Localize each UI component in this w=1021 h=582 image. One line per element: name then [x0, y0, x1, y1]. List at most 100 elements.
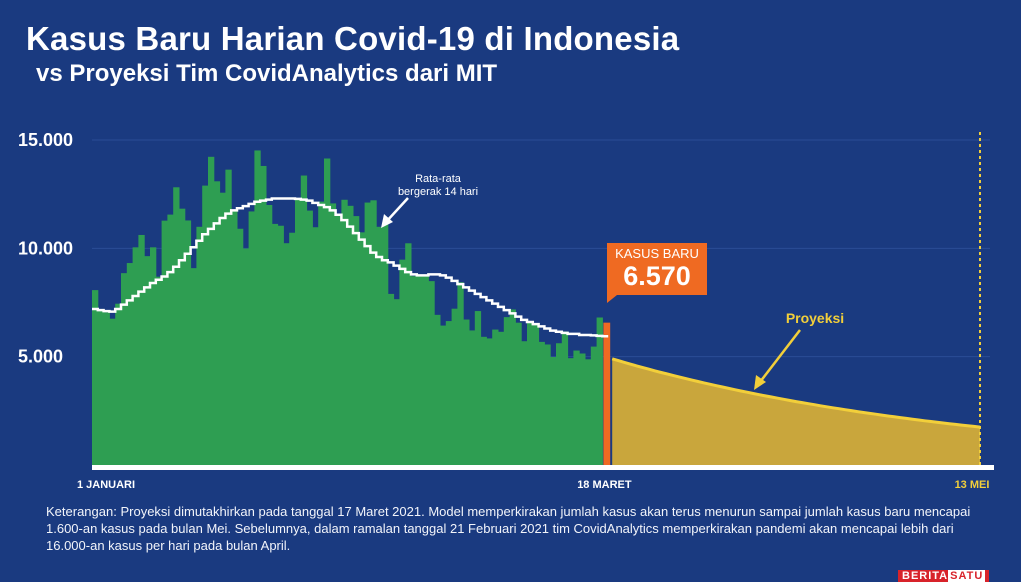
daily-bar [92, 290, 99, 465]
daily-bar [225, 169, 232, 465]
projection-arrow [759, 329, 801, 383]
x-label-start: 1 JANUARI [77, 479, 135, 491]
daily-bar [521, 341, 528, 465]
daily-bar [155, 276, 163, 465]
daily-bar [335, 215, 342, 465]
daily-bar [341, 199, 348, 466]
daily-bar [474, 311, 482, 465]
daily-bar [538, 341, 545, 465]
moving-average-line [92, 197, 609, 338]
daily-bar [184, 220, 192, 465]
logo-part-2: SATU [948, 570, 986, 582]
highlight-pointer [607, 295, 617, 303]
daily-bar [358, 232, 366, 465]
footnote: Keterangan: Proyeksi dimutakhirkan pada … [46, 503, 976, 554]
highlight-box [607, 243, 707, 295]
projection-arrowhead [754, 375, 766, 390]
y-tick-label: 15.000 [18, 130, 73, 150]
daily-bar [347, 205, 354, 465]
footnote-text: Proyeksi dimutakhirkan pada tanggal 17 M… [46, 504, 971, 553]
daily-bar [324, 158, 331, 465]
daily-bar [248, 211, 255, 465]
daily-bar [364, 202, 371, 465]
daily-bar [260, 165, 267, 465]
daily-bar [596, 317, 603, 465]
daily-bar [492, 329, 499, 465]
daily-bar [312, 227, 319, 465]
daily-bar [451, 308, 458, 465]
projection-area [611, 132, 981, 465]
daily-bar [445, 321, 453, 465]
daily-bar [527, 321, 534, 465]
daily-bar [469, 330, 476, 465]
daily-bar [503, 317, 511, 465]
daily-bar [416, 274, 424, 465]
daily-bar [97, 308, 105, 465]
daily-bar [486, 338, 493, 465]
daily-bar [242, 248, 250, 465]
moving-average-label: Rata-rata [415, 173, 462, 185]
chart-subtitle: vs Proyeksi Tim CovidAnalytics dari MIT [36, 60, 498, 87]
daily-bar [556, 343, 563, 465]
daily-bar [300, 175, 308, 466]
daily-bar [179, 208, 186, 465]
daily-bar [590, 346, 598, 465]
daily-bar [382, 224, 389, 465]
x-axis-line [92, 465, 994, 470]
daily-bar [109, 318, 116, 465]
daily-bar [115, 303, 122, 465]
highlight-value: 6.570 [623, 261, 691, 291]
y-tick-label: 5.000 [18, 347, 63, 367]
daily-bar [208, 156, 215, 465]
daily-bar [289, 232, 296, 465]
daily-bar [213, 181, 221, 465]
daily-bar [515, 322, 522, 465]
daily-bar [150, 247, 157, 465]
daily-bar [202, 185, 209, 465]
daily-bar [434, 314, 441, 465]
daily-bar [167, 214, 174, 465]
projection-label: Proyeksi [786, 310, 844, 326]
moving-average-arrowhead [381, 214, 393, 228]
daily-bar [579, 353, 586, 465]
daily-bar [266, 204, 273, 465]
daily-bar [422, 276, 429, 465]
daily-bar [440, 325, 447, 465]
logo-part-1: BERITA [902, 570, 949, 582]
daily-bar [196, 226, 203, 465]
daily-bar [405, 243, 412, 465]
daily-bar [573, 350, 580, 465]
daily-case-bars [92, 150, 611, 466]
projection-line [611, 357, 981, 429]
daily-bar [585, 359, 592, 465]
daily-bar [295, 198, 302, 465]
daily-bar [121, 273, 128, 465]
projection-area-fill [612, 358, 980, 465]
daily-bar [561, 331, 569, 465]
daily-bar [567, 358, 574, 465]
daily-bar [132, 247, 139, 465]
daily-bar [144, 256, 151, 465]
daily-bar [387, 293, 395, 465]
daily-bar [237, 228, 244, 465]
daily-bar [231, 209, 238, 465]
footnote-label: Keterangan: [46, 504, 117, 519]
daily-bar [306, 210, 313, 465]
daily-bar [126, 263, 134, 465]
daily-bar [399, 259, 406, 465]
daily-bar [254, 150, 261, 465]
daily-bar [393, 299, 400, 465]
daily-bar [161, 220, 168, 465]
daily-bar [550, 356, 557, 465]
daily-bar [532, 325, 540, 465]
daily-bar [376, 226, 383, 465]
daily-bar [544, 344, 551, 465]
highlight-bar [603, 322, 611, 465]
daily-bar [138, 234, 145, 465]
daily-bar [173, 187, 180, 465]
moving-average-arrow [385, 197, 409, 223]
daily-bar [457, 282, 464, 465]
